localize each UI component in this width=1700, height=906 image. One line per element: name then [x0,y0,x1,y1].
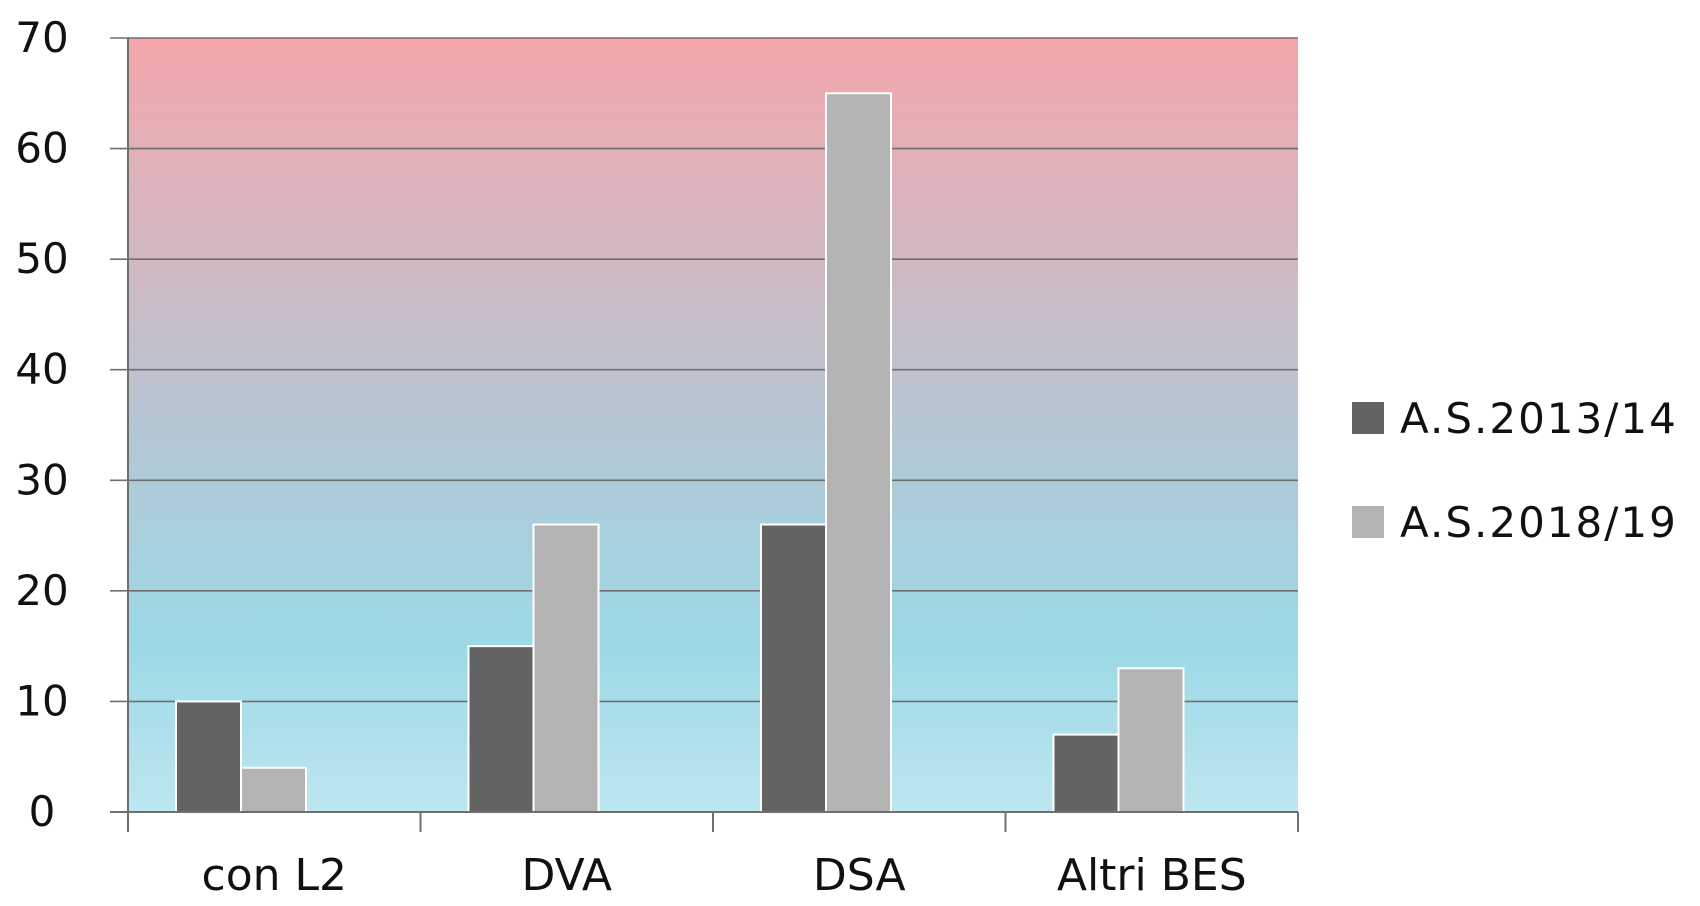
legend-swatch [1352,506,1384,538]
bars [175,92,1185,814]
y-tick-label: 10 [15,676,68,725]
legend-swatch [1352,402,1384,434]
legend: A.S.2013/14 A.S.2018/19 [1352,394,1678,547]
y-tick-label: 60 [15,124,68,173]
legend-label: A.S.2018/19 [1400,498,1678,547]
x-tick-label: DSA [813,850,906,901]
axes [110,38,1299,832]
x-tick-label: DVA [522,850,613,901]
y-tick-label: 30 [15,455,68,504]
y-axis-ticks: 0 10 20 30 40 50 60 70 [15,13,68,836]
plot-background [128,38,1298,812]
bar-series-1 [175,700,242,814]
x-axis-ticks: con L2 DVA DSA Altri BES [202,850,1247,901]
bar-series-2 [825,92,892,814]
y-tick-label: 20 [15,566,68,615]
y-tick-label: 70 [15,13,68,62]
bar-series-1 [760,523,827,813]
y-tick-label: 50 [15,234,68,283]
bar-series-2 [532,523,600,813]
y-tick-label: 40 [15,345,68,394]
bar-series-1 [467,645,535,814]
x-tick-label: Altri BES [1057,850,1247,901]
bar-series-2 [240,766,307,813]
x-tick-label: con L2 [202,850,348,901]
bar-series-1 [1052,733,1120,813]
y-tick-label: 0 [29,787,56,836]
legend-label: A.S.2013/14 [1400,394,1678,443]
bar-series-2 [1117,667,1185,813]
